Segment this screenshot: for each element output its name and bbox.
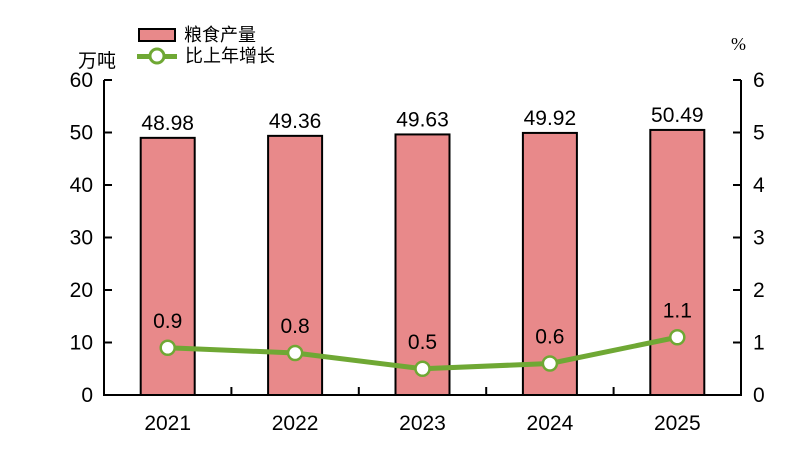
bar-2021 [139, 136, 196, 396]
left-axis-tick-label: 30 [70, 227, 93, 250]
left-axis-tick-label: 20 [70, 279, 93, 302]
x-axis-category-label: 2021 [144, 412, 191, 435]
right-axis-tick-label: 3 [753, 227, 765, 250]
line-data-label: 0.6 [535, 326, 564, 349]
line-marker-icon [148, 47, 166, 65]
line-marker-2021 [159, 339, 176, 356]
bar-data-label: 48.98 [141, 112, 194, 135]
left-axis-tick-label: 0 [81, 384, 93, 407]
right-axis-tick-label: 5 [753, 122, 765, 145]
left-axis-unit-label: 万吨 [78, 51, 117, 72]
left-axis-tick-label: 40 [70, 174, 93, 197]
line-data-label: 1.1 [663, 299, 692, 322]
right-axis-tick-label: 0 [753, 384, 765, 407]
line-marker-2022 [286, 344, 304, 362]
left-axis-tick-label: 10 [70, 332, 93, 355]
bar-data-label: 50.49 [651, 104, 704, 127]
right-axis-tick-label: 4 [753, 174, 765, 197]
left-axis-tick-label: 50 [70, 122, 93, 145]
x-axis-category-label: 2022 [272, 412, 319, 435]
legend: 粮食产量 比上年增长 [137, 26, 275, 66]
right-axis-tick-label: 2 [753, 279, 765, 302]
left-axis-tick-label: 60 [70, 69, 93, 92]
line-data-label: 0.9 [153, 310, 182, 333]
bar-data-label: 49.92 [524, 107, 577, 130]
x-axis-category-label: 2025 [654, 412, 701, 435]
x-axis-category-label: 2024 [527, 412, 574, 435]
legend-item-growth: 比上年增长 [137, 46, 275, 66]
bar-data-label: 49.36 [269, 110, 322, 133]
right-axis-tick-label: 1 [753, 332, 765, 355]
line-marker-2024 [541, 355, 559, 372]
bar-2023 [394, 133, 451, 396]
legend-label-grain-output: 粮食产量 [184, 25, 256, 45]
line-marker-2025 [669, 329, 686, 346]
right-axis-unit-label: % [731, 34, 746, 54]
line-marker-2023 [414, 360, 431, 377]
legend-label-growth: 比上年增长 [185, 46, 275, 66]
legend-item-grain-output: 粮食产量 [138, 26, 275, 44]
bar-data-label: 49.63 [396, 108, 449, 131]
line-data-label: 0.5 [408, 331, 437, 354]
line-data-label: 0.8 [280, 315, 309, 338]
x-axis-category-label: 2023 [399, 412, 446, 435]
right-axis-tick-label: 6 [753, 69, 765, 92]
bar-2025 [649, 128, 706, 397]
bar-series-swatch-icon [138, 28, 176, 42]
line-series-swatch-icon [137, 47, 177, 65]
